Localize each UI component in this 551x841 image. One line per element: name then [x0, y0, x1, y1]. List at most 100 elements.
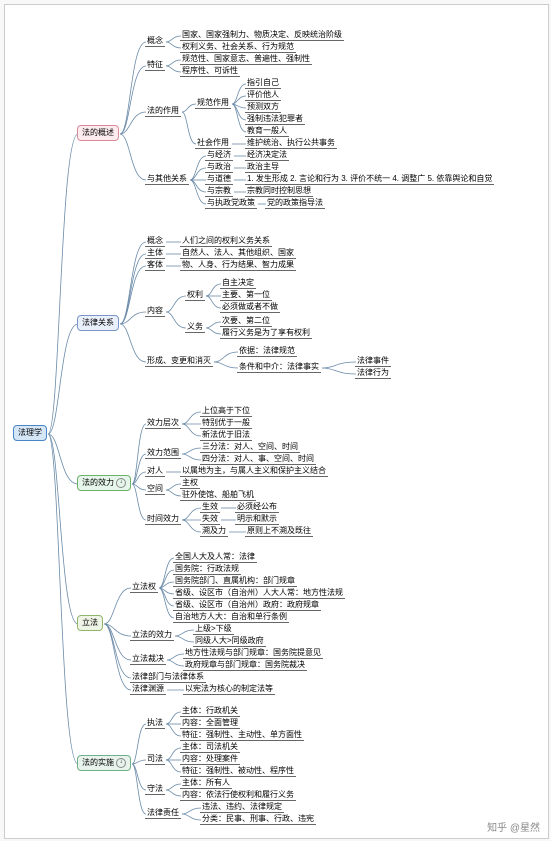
leaf: 省级、设区市（自治州）人大人常：地方性法规 — [173, 587, 345, 599]
leaf: 内容 — [145, 305, 165, 317]
leaf: 立法裁决 — [130, 653, 166, 665]
leaf: 三分法：对人、空间、时间 — [200, 441, 300, 453]
leaf: 内容：全面管理 — [180, 717, 240, 729]
leaf: 对人 — [145, 465, 165, 477]
leaf: 党的政策指导法 — [265, 197, 325, 209]
leaf: 效力范围 — [145, 447, 181, 459]
leaf: 司法 — [145, 753, 165, 765]
leaf: 执法 — [145, 717, 165, 729]
leaf: 宗教同时控制思想 — [245, 185, 313, 197]
leaf: 教育一般人 — [245, 125, 289, 137]
leaf: 1. 发生形成 2. 言论和行为 3. 评价不统一 4. 调整广 5. 依靠舆论… — [245, 173, 494, 185]
leaf: 与宗教 — [205, 185, 233, 197]
mindmap-canvas: 法理学 法的概述 法律关系 法的效力↓ 立法 法的实施↓ 概念 国家、国家强制力… — [4, 4, 549, 839]
leaf: 物、人身、行为结果、智力成果 — [180, 259, 296, 271]
section-relation: 法律关系 — [77, 315, 119, 331]
s1-feature: 特征 — [145, 59, 165, 71]
leaf: 主体：行政机关 — [180, 705, 240, 717]
leaf: 概念 — [145, 235, 165, 247]
leaf: 立法权 — [130, 581, 158, 593]
leaf: 维护统治、执行公共事务 — [245, 137, 337, 149]
leaf: 主体：司法机关 — [180, 741, 240, 753]
leaf: 指引自己 — [245, 77, 281, 89]
leaf: 国务院部门、直属机构：部门规章 — [173, 575, 297, 587]
leaf: 特征：强制性、被动性、程序性 — [180, 765, 296, 777]
leaf: 新法优于旧法 — [200, 429, 252, 441]
leaf: 经济决定法 — [245, 149, 289, 161]
leaf: 内容：处理案件 — [180, 753, 240, 765]
s1-social: 社会作用 — [195, 137, 231, 149]
leaf: 立法的效力 — [130, 629, 174, 641]
leaf: 条件和中介：法律事实 — [237, 361, 321, 373]
leaf: 主要、第一位 — [220, 289, 272, 301]
leaf: 生效 — [200, 501, 220, 513]
section-implement: 法的实施↓ — [77, 755, 131, 771]
leaf: 与政治 — [205, 161, 233, 173]
leaf: 法律部门与法律体系 — [130, 671, 206, 683]
leaf: 四分法：对人、事、空间、时间 — [200, 453, 316, 465]
leaf: 明示和默示 — [235, 513, 279, 525]
leaf: 上级>下级 — [193, 623, 234, 635]
leaf: 程序性、可诉性 — [180, 65, 240, 77]
leaf: 义务 — [185, 321, 205, 333]
leaf: 规范性、国家意志、普遍性、强制性 — [180, 53, 312, 65]
leaf: 时间效力 — [145, 513, 181, 525]
leaf: 以宪法为核心的制定法等 — [183, 683, 275, 695]
s1-concept: 概念 — [145, 35, 165, 47]
leaf: 自主决定 — [220, 277, 256, 289]
section-legislation: 立法 — [77, 615, 103, 631]
leaf: 政府规章与部门规章：国务院裁决 — [183, 659, 307, 671]
leaf: 与执政党政策 — [205, 197, 257, 209]
leaf: 与经济 — [205, 149, 233, 161]
leaf: 必须经公布 — [235, 501, 279, 513]
leaf: 权利 — [185, 289, 205, 301]
leaf: 地方性法规与部门规章：国务院提意见 — [183, 647, 323, 659]
leaf: 守法 — [145, 783, 165, 795]
section-effect: 法的效力↓ — [77, 475, 131, 491]
leaf: 法律行为 — [355, 367, 391, 379]
leaf: 主体：所有人 — [180, 777, 232, 789]
leaf: 主权 — [180, 477, 200, 489]
leaf: 国家、国家强制力、物质决定、反映统治阶级 — [180, 29, 344, 41]
leaf: 全国人大及人常：法律 — [173, 551, 257, 563]
leaf: 特征：强制性、主动性、单方面性 — [180, 729, 304, 741]
leaf: 强制违法犯罪者 — [245, 113, 305, 125]
leaf: 法律事件 — [355, 355, 391, 367]
leaf: 客体 — [145, 259, 165, 271]
root-node: 法理学 — [13, 425, 47, 441]
leaf: 上位高于下位 — [200, 405, 252, 417]
leaf: 形成、变更和消灭 — [145, 355, 213, 367]
leaf: 法律责任 — [145, 807, 181, 819]
leaf: 以属地为主，与属人主义和保护主义结合 — [180, 465, 328, 477]
leaf: 主体 — [145, 247, 165, 259]
leaf: 同级人大>同级政府 — [193, 635, 266, 647]
section-overview: 法的概述 — [77, 125, 119, 141]
leaf: 自治地方人大：自治和单行条例 — [173, 611, 289, 623]
watermark: 知乎 @星然 — [487, 819, 540, 834]
leaf: 原则上不溯及既往 — [245, 525, 313, 537]
s1-function: 法的作用 — [145, 105, 181, 117]
leaf: 依据：法律规范 — [237, 345, 297, 357]
leaf: 驻外使馆、船舶飞机 — [180, 489, 256, 501]
leaf: 人们之间的权利义务关系 — [180, 235, 272, 247]
leaf: 自然人、法人、其他组织、国家 — [180, 247, 296, 259]
leaf: 国务院：行政法规 — [173, 563, 241, 575]
leaf: 法律渊源 — [130, 683, 166, 695]
leaf: 特别优于一般 — [200, 417, 252, 429]
leaf: 预测双方 — [245, 101, 281, 113]
leaf: 分类：民事、刑事、行政、违宪 — [200, 813, 316, 825]
leaf: 空间 — [145, 483, 165, 495]
leaf: 失效 — [200, 513, 220, 525]
leaf: 效力层次 — [145, 417, 181, 429]
leaf: 省级、设区市（自治州）政府：政府规章 — [173, 599, 321, 611]
leaf: 履行义务是为了享有权利 — [220, 327, 312, 339]
s1-normative: 规范作用 — [195, 97, 231, 109]
leaf: 溯及力 — [200, 525, 228, 537]
leaf: 政治主导 — [245, 161, 281, 173]
leaf: 与道德 — [205, 173, 233, 185]
leaf: 评价他人 — [245, 89, 281, 101]
s1-other: 与其他关系 — [145, 173, 189, 185]
leaf: 内容：依法行使权利和履行义务 — [180, 789, 296, 801]
leaf: 次要、第二位 — [220, 315, 272, 327]
leaf: 权利义务、社会关系、行为规范 — [180, 41, 296, 53]
